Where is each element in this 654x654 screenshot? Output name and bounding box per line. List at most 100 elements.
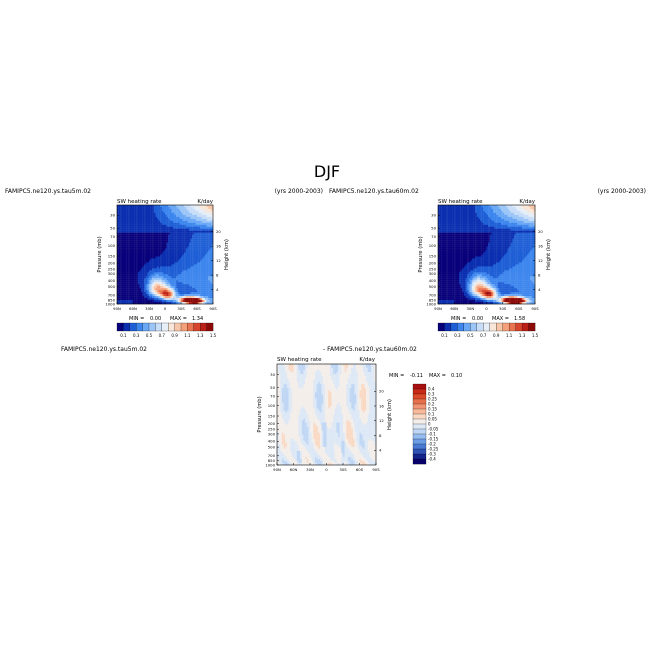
heatmap-cell: [163, 294, 166, 297]
heatmap-cell: [501, 218, 503, 221]
heatmap-cell: [463, 224, 466, 227]
heatmap-cell: [483, 262, 486, 265]
heatmap-cell: [181, 226, 183, 229]
heatmap-cell: [211, 286, 214, 289]
heatmap-cell: [179, 250, 182, 253]
heatmap-cell: [184, 234, 186, 237]
heatmap-cell: [134, 288, 137, 291]
heatmap-cell: [492, 218, 495, 221]
heatmap-cell: [176, 270, 178, 273]
heatmap-cell: [137, 224, 140, 227]
heatmap-cell: [136, 250, 138, 253]
heatmap-cell: [208, 254, 210, 257]
heatmap-cell: [190, 294, 193, 297]
heatmap-cell: [118, 228, 121, 231]
heatmap-cell: [518, 258, 521, 261]
heatmap-cell: [518, 248, 521, 251]
heatmap-cell: [509, 220, 511, 223]
heatmap-cell: [120, 302, 122, 305]
heatmap-cell: [442, 238, 445, 241]
heatmap-cell: [480, 262, 482, 265]
heatmap-cell: [198, 222, 201, 225]
heatmap-cell: [128, 260, 130, 263]
heatmap-cell: [189, 272, 191, 275]
heatmap-cell: [473, 232, 476, 235]
heatmap-cell: [185, 252, 188, 255]
heatmap-cell: [193, 218, 196, 221]
heatmap-cell: [484, 220, 487, 223]
heatmap-cell: [439, 262, 442, 265]
heatmap-cell: [473, 234, 476, 237]
heatmap-cell: [201, 274, 204, 277]
heatmap-cell: [455, 254, 458, 257]
heatmap-cell: [441, 262, 443, 265]
heatmap-cell: [185, 278, 188, 281]
heatmap-cell: [509, 212, 511, 216]
heatmap-cell: [197, 210, 199, 214]
heatmap-cell: [484, 208, 487, 212]
heatmap-cell: [505, 212, 508, 216]
heatmap-cell: [160, 234, 162, 237]
heatmap-cell: [173, 222, 175, 225]
heatmap-cell: [501, 262, 503, 265]
heatmap-cell: [179, 284, 182, 287]
heatmap-cell: [510, 216, 513, 220]
heatmap-cell: [187, 236, 190, 239]
heatmap-cell: [439, 254, 442, 257]
heatmap-cell: [165, 216, 167, 220]
heatmap-cell: [444, 224, 447, 227]
heatmap-cell: [165, 226, 167, 229]
heatmap-cell: [515, 252, 518, 255]
heatmap-cell: [488, 208, 490, 212]
heatmap-cell: [518, 208, 521, 212]
heatmap-cell: [486, 240, 489, 243]
heatmap-cell: [142, 262, 145, 265]
heatmap-cell: [197, 230, 199, 233]
heatmap-cell: [128, 214, 130, 218]
heatmap-cell: [473, 216, 476, 220]
heatmap-cell: [450, 252, 453, 255]
heatmap-cell: [165, 222, 167, 225]
heatmap-cell: [131, 224, 134, 227]
heatmap-cell: [155, 284, 158, 287]
heatmap-cell: [509, 226, 511, 229]
heatmap-cell: [139, 236, 142, 239]
heatmap-cell: [137, 254, 140, 257]
heatmap-cell: [463, 248, 466, 251]
heatmap-cell: [209, 224, 212, 227]
heatmap-cell: [174, 242, 177, 245]
heatmap-cell: [193, 254, 196, 257]
heatmap-cell: [160, 226, 162, 229]
heatmap-cell: [450, 220, 453, 223]
heatmap-cell: [523, 240, 526, 243]
heatmap-cell: [145, 278, 148, 281]
heatmap-cell: [163, 205, 166, 208]
heatmap-cell: [513, 236, 516, 239]
heatmap-cell: [505, 252, 508, 255]
heatmap-cell: [169, 250, 172, 253]
heatmap-cell: [441, 258, 443, 261]
heatmap-cell: [144, 272, 146, 275]
heatmap-cell: [125, 274, 127, 277]
heatmap-cell: [450, 205, 453, 208]
heatmap-cell: [142, 238, 145, 241]
heatmap-cell: [484, 210, 487, 214]
heatmap-cell: [203, 206, 206, 210]
heatmap-cell: [497, 222, 500, 225]
heatmap-cell: [452, 228, 455, 231]
heatmap-cell: [459, 226, 461, 229]
heatmap-cell: [131, 212, 134, 216]
heatmap-cell: [486, 212, 489, 216]
heatmap-cell: [120, 214, 122, 218]
heatmap-cell: [131, 248, 134, 251]
heatmap-cell: [177, 214, 180, 218]
heatmap-cell: [465, 214, 468, 218]
heatmap-cell: [528, 222, 531, 225]
heatmap-cell: [459, 208, 461, 212]
heatmap-cell: [459, 230, 461, 233]
heatmap-cell: [501, 230, 503, 233]
heatmap-cell: [193, 246, 196, 249]
heatmap-cell: [144, 296, 146, 299]
heatmap-cell: [517, 218, 519, 221]
heatmap-cell: [144, 242, 146, 245]
